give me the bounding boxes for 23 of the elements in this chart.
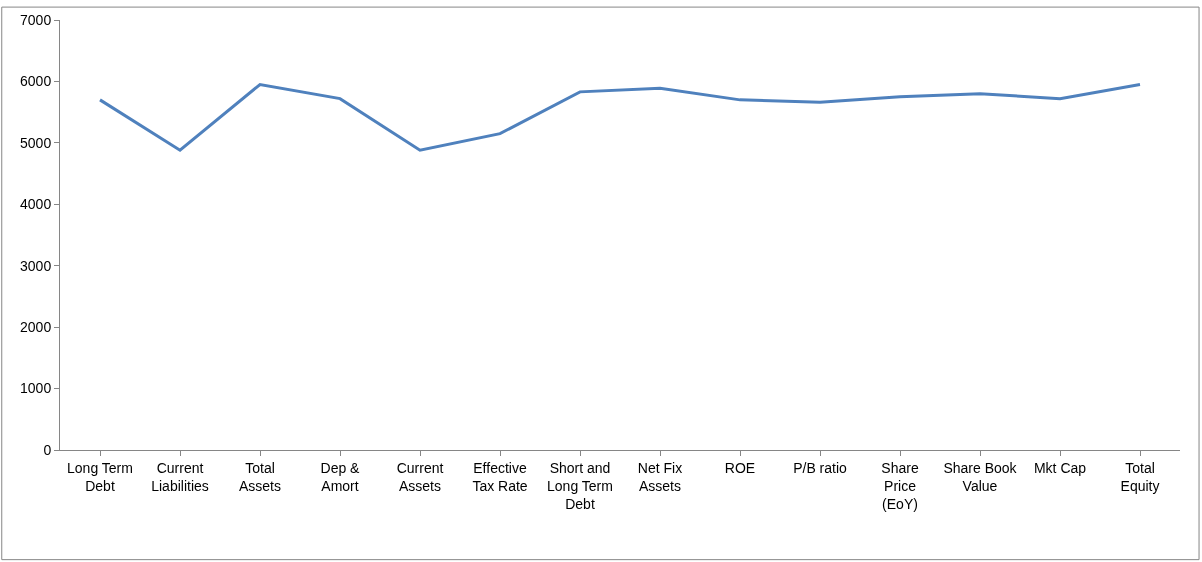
x-tick-label: Share Price (EoY) [881,459,919,513]
x-tick-label: Effective Tax Rate [472,459,528,494]
y-tick-label: 0 [43,441,52,458]
x-tick-label: Total Assets [238,459,282,494]
x-tick-label: Long Term Debt [67,459,133,494]
x-tick-label: Short and Long Term Debt [547,459,613,513]
y-tick-label: 1000 [20,380,52,397]
x-tick-label: Share Book Value [943,459,1018,494]
x-tick-label: Mkt Cap [1033,459,1087,476]
x-tick-label: P/B ratio [793,459,848,476]
line-series [98,83,1142,152]
y-tick-label: 5000 [20,134,52,151]
y-tick-label: 3000 [20,257,52,274]
y-tick-label: 4000 [20,196,52,213]
x-tick-label: Current Assets [396,459,444,494]
x-tick-label: Current Liabilities [151,459,209,494]
y-tick-label: 6000 [20,73,52,90]
y-tick-label: 7000 [20,11,52,28]
x-tick-label: Dep & Amort [320,459,361,494]
x-tick-label: Total Equity [1120,459,1160,494]
x-tick-label: Net Fix Assets [637,459,683,494]
y-tick-label: 2000 [20,319,52,336]
x-tick-label: ROE [724,459,756,476]
